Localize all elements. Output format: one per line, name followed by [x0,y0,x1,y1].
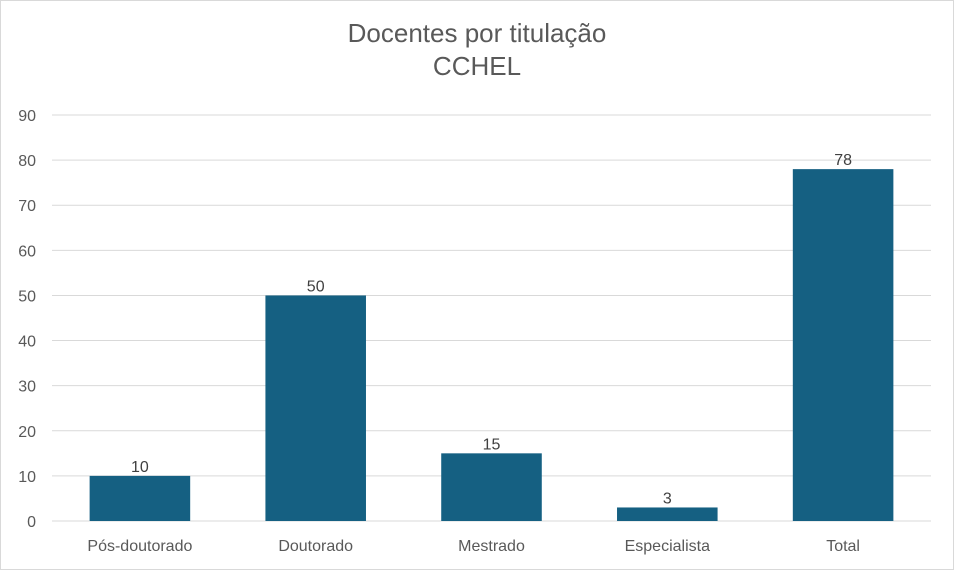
x-axis-tick-labels: Pós-doutorado Doutorado Mestrado Especialis… [87,538,860,555]
y-tick-label: 50 [18,288,36,305]
chart-subtitle: CCHEL [432,51,522,81]
y-tick-label: 40 [18,334,36,351]
x-tick-label: Especialista [625,538,710,555]
bar [265,295,366,521]
x-tick-label: Total [826,538,860,555]
y-tick-label: 80 [18,153,36,170]
y-tick-label: 60 [18,243,36,260]
chart-title-block: Docentes por titulação CCHEL [1,17,953,83]
y-tick-label: 0 [27,514,36,531]
data-label: 10 [131,459,149,476]
data-label: 50 [307,278,325,295]
data-label: 78 [834,152,852,169]
data-labels: 10 50 15 3 78 [131,152,852,507]
bar [89,475,191,521]
bar [617,507,718,521]
data-label: 15 [483,436,501,453]
bar [441,453,542,521]
y-tick-label: 20 [18,424,36,441]
bar [792,169,894,521]
y-axis-tick-labels: 0 10 20 30 40 50 60 70 80 90 [18,108,36,531]
y-tick-label: 70 [18,198,36,215]
y-tick-label: 90 [18,108,36,125]
x-tick-label: Pós-doutorado [87,538,192,555]
chart-title: Docentes por titulação [347,18,607,48]
data-label: 3 [663,490,672,507]
x-tick-label: Mestrado [458,538,525,555]
x-tick-label: Doutorado [278,538,353,555]
y-tick-label: 10 [18,469,36,486]
gridlines [52,114,931,522]
y-tick-label: 30 [18,379,36,396]
bars [89,169,894,521]
